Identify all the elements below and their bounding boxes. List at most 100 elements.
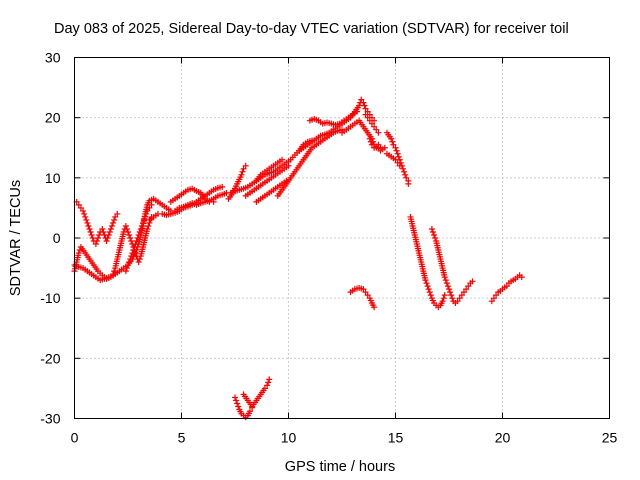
data-point [235,403,242,410]
data-points [71,96,525,421]
y-axis-label: SDTVAR / TECUs [8,180,24,296]
data-point [266,376,273,383]
y-tick-label: -20 [40,350,60,366]
data-point [279,156,286,163]
data-point [234,400,241,407]
y-tick-label: 20 [45,110,61,126]
data-point [129,250,136,257]
data-point [233,397,240,404]
x-axis-label: GPS time / hours [285,459,395,475]
x-tick-label: 10 [281,430,297,446]
data-point [368,141,375,148]
data-point [127,256,134,263]
data-point [403,174,410,181]
data-point [126,231,133,238]
data-point [503,283,510,290]
data-point [454,298,461,305]
data-point [142,213,149,220]
data-point [490,295,497,302]
x-tick-label: 25 [602,430,618,446]
data-point [366,135,373,142]
data-point [144,207,151,214]
data-point [130,247,137,254]
data-point [111,268,118,275]
data-point [353,108,360,115]
data-point [443,280,450,287]
data-point [390,141,397,148]
data-point [392,156,399,163]
y-tick-label: 0 [53,230,61,246]
data-point [108,222,115,229]
data-point [368,120,375,127]
data-point [126,259,133,266]
data-point [111,216,118,223]
data-point [114,210,121,217]
data-point [432,235,439,241]
data-point [139,219,146,226]
data-point [488,298,495,305]
data-point [106,228,113,235]
data-point [442,277,449,284]
data-point [362,111,369,118]
data-point [246,408,253,415]
data-point [371,304,378,311]
data-point [429,228,436,235]
data-point [469,278,476,285]
x-tick-labels: 0 5 10 15 20 25 [71,430,618,446]
data-point [75,201,82,208]
data-point [80,207,87,214]
data-point [358,96,365,103]
data-point [366,117,373,124]
data-point [134,235,141,241]
data-point [394,159,401,166]
data-point [131,244,138,251]
data-point [99,225,106,232]
data-point [210,198,217,205]
data-point [85,222,92,229]
data-point [371,123,378,130]
data-point [86,225,93,232]
data-point [446,286,452,293]
data-point [88,231,95,238]
data-point [146,204,153,211]
data-point [133,238,140,245]
y-tick-label: -30 [40,411,60,427]
data-point [125,228,131,235]
data-point [431,231,438,238]
data-point [122,222,129,229]
y-tick-label: 10 [45,170,61,186]
x-tick-label: 15 [388,430,404,446]
data-point [422,277,429,284]
data-point [401,168,408,175]
data-point [95,235,102,241]
data-point [75,250,82,257]
data-point [388,135,395,142]
data-point [143,210,150,217]
data-point [458,292,465,299]
data-point [137,225,144,232]
data-point [135,231,142,238]
data-point [367,138,374,145]
data-point [456,295,463,302]
data-point [122,268,129,275]
x-tick-label: 5 [178,430,186,446]
data-point [493,292,500,299]
data-point [89,235,96,241]
data-point [232,394,238,401]
data-point [441,274,448,281]
data-point [125,262,131,269]
data-point [309,137,316,144]
data-point [423,280,430,287]
data-point [105,231,112,238]
data-point [428,225,435,232]
data-point [463,286,470,293]
data-point [123,225,130,232]
data-point [240,165,247,172]
data-point [239,168,246,175]
data-point [84,219,91,226]
data-point [426,289,433,296]
data-point [141,216,148,223]
data-point [148,201,155,208]
data-point [96,231,103,238]
data-point [112,213,119,220]
